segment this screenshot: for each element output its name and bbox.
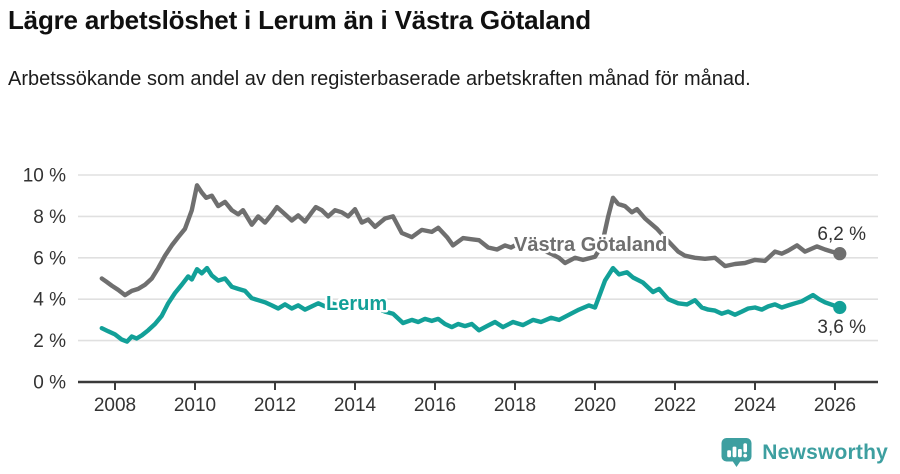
brand-name: Newsworthy [762,440,888,464]
y-tick-label: 10 % [23,166,66,187]
series-endpoint-dot [833,300,847,315]
end-value-label: 3,6 % [817,317,866,338]
x-tick-label: 2014 [334,395,377,416]
x-tick-label: 2012 [254,395,296,416]
x-tick-label: 2024 [734,395,777,416]
x-tick-label: 2022 [654,395,696,416]
y-tick-label: 6 % [33,248,66,269]
series-label: Västra Götaland [514,234,667,256]
end-value-label: 6,2 % [817,224,866,245]
x-tick-label: 2010 [174,395,216,416]
x-tick-label: 2008 [94,395,136,416]
x-tick-label: 2018 [494,395,536,416]
x-tick-label: 2026 [814,395,856,416]
page-subtitle: Arbetssökande som andel av den registerb… [8,67,751,90]
newsworthy-icon [721,438,752,467]
series-line-v-stra-g-taland [99,183,842,298]
series-endpoint-dot [833,247,847,261]
y-tick-label: 8 % [33,207,66,228]
x-tick-label: 2016 [414,395,456,416]
series-line-lerum [99,265,842,344]
y-tick-label: 2 % [33,331,66,352]
chart-header: Lägre arbetslöshet i Lerum än i Västra G… [8,4,868,93]
x-tick-label: 2020 [574,395,616,416]
newsworthy-logo[interactable]: Newsworthy [720,437,888,468]
y-tick-label: 4 % [33,290,66,311]
page-title: Lägre arbetslöshet i Lerum än i Västra G… [8,5,591,35]
series-label: Lerum [326,293,387,315]
y-tick-label: 0 % [33,373,66,394]
